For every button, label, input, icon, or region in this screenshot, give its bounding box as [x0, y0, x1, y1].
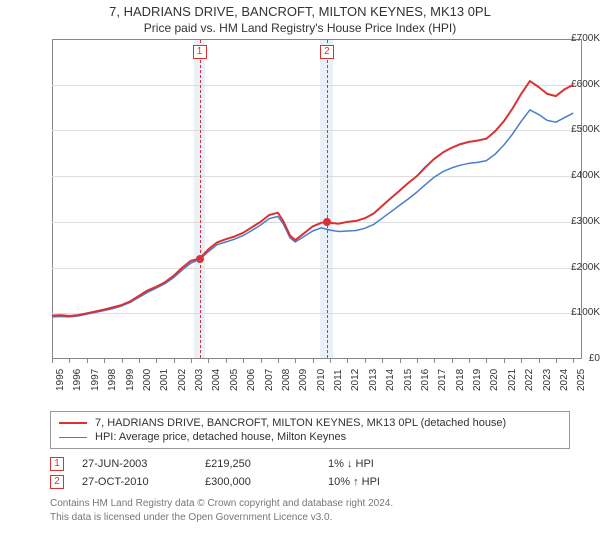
- table-row: 2 27-OCT-2010 £300,000 10% ↑ HPI: [50, 473, 570, 491]
- chart-subtitle: Price paid vs. HM Land Registry's House …: [0, 21, 600, 35]
- legend-item-hpi: HPI: Average price, detached house, Milt…: [59, 430, 561, 444]
- sale-marker-1: 1: [50, 457, 64, 471]
- sale-delta: 10% ↑ HPI: [328, 476, 433, 488]
- chart-area: £0£100K£200K£300K£400K£500K£600K£700K199…: [0, 35, 600, 405]
- sale-date: 27-JUN-2003: [82, 458, 187, 470]
- footer-line-1: Contains HM Land Registry data © Crown c…: [50, 497, 570, 511]
- sale-marker-2: 2: [50, 475, 64, 489]
- footer-line-2: This data is licensed under the Open Gov…: [50, 511, 570, 525]
- legend-label-price: 7, HADRIANS DRIVE, BANCROFT, MILTON KEYN…: [95, 417, 506, 429]
- sale-delta: 1% ↓ HPI: [328, 458, 433, 470]
- sales-table: 1 27-JUN-2003 £219,250 1% ↓ HPI 2 27-OCT…: [50, 455, 570, 491]
- chart-title: 7, HADRIANS DRIVE, BANCROFT, MILTON KEYN…: [0, 4, 600, 19]
- table-row: 1 27-JUN-2003 £219,250 1% ↓ HPI: [50, 455, 570, 473]
- sale-date: 27-OCT-2010: [82, 476, 187, 488]
- sale-price: £300,000: [205, 476, 310, 488]
- legend-swatch-hpi: [59, 437, 87, 438]
- legend-swatch-price: [59, 422, 87, 424]
- sale-price: £219,250: [205, 458, 310, 470]
- footer-attribution: Contains HM Land Registry data © Crown c…: [50, 497, 570, 524]
- legend-item-price: 7, HADRIANS DRIVE, BANCROFT, MILTON KEYN…: [59, 416, 561, 430]
- legend: 7, HADRIANS DRIVE, BANCROFT, MILTON KEYN…: [50, 411, 570, 449]
- legend-label-hpi: HPI: Average price, detached house, Milt…: [95, 431, 346, 443]
